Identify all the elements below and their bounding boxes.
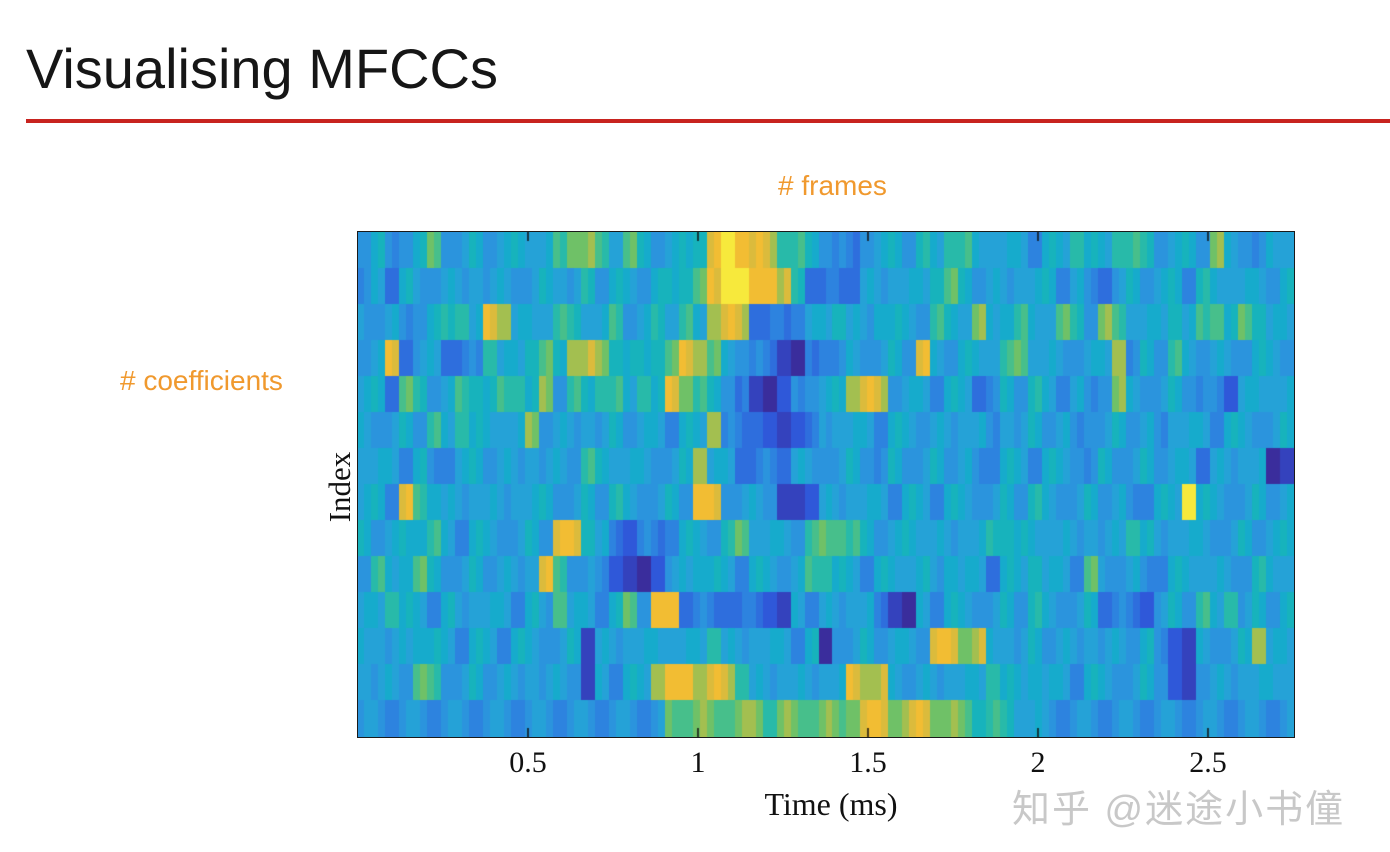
page-title: Visualising MFCCs: [26, 37, 498, 100]
x-tick-label-1: 1: [690, 746, 706, 779]
x-tick-label-3: 2: [1030, 746, 1046, 779]
frames-annotation-label: # frames: [778, 170, 887, 201]
mfcc-heatmap-plot: [357, 231, 1295, 738]
x-tick-label-4: 2.5: [1189, 746, 1227, 779]
coefficients-annotation-label: # coefficients: [120, 365, 283, 396]
mfcc-heatmap-canvas: [357, 231, 1295, 738]
x-tick-label-0: 0.5: [509, 746, 547, 779]
watermark-text: 知乎 @迷途小书僮: [1012, 789, 1346, 831]
title-underline-rule: [26, 119, 1390, 123]
x-axis-label: Time (ms): [764, 786, 898, 822]
x-tick-label-2: 1.5: [849, 746, 887, 779]
y-axis-label: Index: [322, 451, 357, 523]
